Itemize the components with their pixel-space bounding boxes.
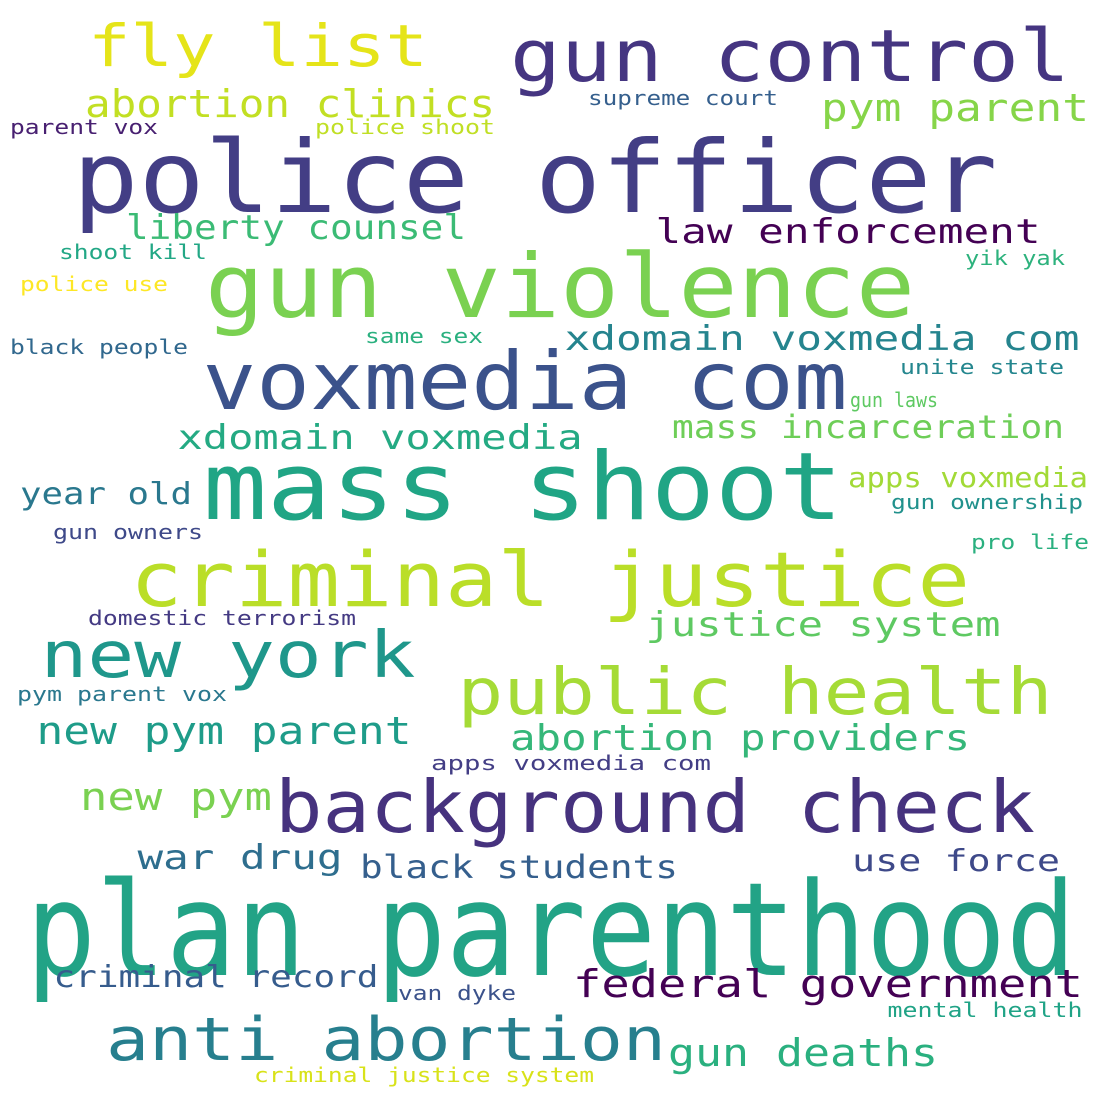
- word-war-drug: war drug: [137, 838, 343, 878]
- word-anti-abortion: anti abortion: [105, 1005, 667, 1075]
- word-abortion-providers: abortion providers: [509, 718, 971, 759]
- word-same-sex: same sex: [364, 324, 484, 348]
- word-new-pym: new pym: [80, 775, 272, 819]
- word-police-officer: police officer: [72, 119, 998, 236]
- word-pym-parent-vox: pym parent vox: [17, 682, 227, 706]
- word-justice-system: justice system: [645, 605, 1001, 645]
- word-police-shoot: police shoot: [314, 115, 496, 139]
- word-new-york: new york: [40, 619, 416, 693]
- word-police-use: police use: [20, 272, 168, 296]
- word-gun-ownership: gun ownership: [890, 490, 1084, 514]
- word-xdomain-voxmedia: xdomain voxmedia: [177, 418, 583, 458]
- word-gun-violence: gun violence: [204, 235, 916, 338]
- word-pro-life: pro life: [970, 530, 1090, 554]
- word-criminal-record: criminal record: [53, 960, 379, 995]
- word-use-force: use force: [852, 844, 1060, 879]
- word-gun-laws: gun laws: [850, 388, 938, 412]
- word-unite-state: unite state: [899, 355, 1065, 379]
- word-year-old: year old: [20, 477, 192, 512]
- word-law-enforcement: law enforcement: [655, 212, 1041, 252]
- word-yik-yak: yik yak: [964, 246, 1066, 270]
- word-black-people: black people: [10, 335, 188, 359]
- word-van-dyke: van dyke: [397, 981, 517, 1005]
- word-supreme-court: supreme court: [587, 86, 779, 110]
- word-public-health: public health: [457, 656, 1053, 730]
- word-shoot-kill: shoot kill: [59, 240, 207, 264]
- word-voxmedia-com: voxmedia com: [202, 335, 848, 428]
- word-mass-shoot: mass shoot: [202, 433, 844, 542]
- word-pym-parent: pym parent: [821, 86, 1089, 130]
- word-parent-vox: parent vox: [10, 115, 158, 139]
- word-liberty-counsel: liberty counsel: [126, 208, 466, 248]
- word-plan-parenthood: plan parenthood: [25, 854, 1077, 1006]
- word-background-check: background check: [274, 765, 1036, 849]
- word-criminal-justice: criminal justice: [129, 535, 971, 624]
- word-mass-incarceration: mass incarceration: [671, 408, 1065, 446]
- word-mental-health: mental health: [887, 998, 1083, 1022]
- word-apps-voxmedia: apps voxmedia: [848, 461, 1088, 494]
- word-gun-deaths: gun deaths: [667, 1031, 939, 1075]
- word-black-students: black students: [360, 848, 678, 886]
- word-xdomain-voxmedia-com: xdomain voxmedia com: [564, 319, 1080, 359]
- word-new-pym-parent: new pym parent: [36, 709, 412, 753]
- word-apps-voxmedia-com: apps voxmedia com: [431, 751, 711, 775]
- word-abortion-clinics: abortion clinics: [84, 82, 496, 126]
- word-fly-list: fly list: [87, 12, 429, 80]
- word-gun-control: gun control: [510, 14, 1070, 98]
- word-criminal-justice-system: criminal justice system: [254, 1063, 594, 1087]
- word-federal-government: federal government: [573, 962, 1083, 1006]
- word-gun-owners: gun owners: [53, 520, 203, 544]
- word-domestic-terrorism: domestic terrorism: [88, 606, 356, 630]
